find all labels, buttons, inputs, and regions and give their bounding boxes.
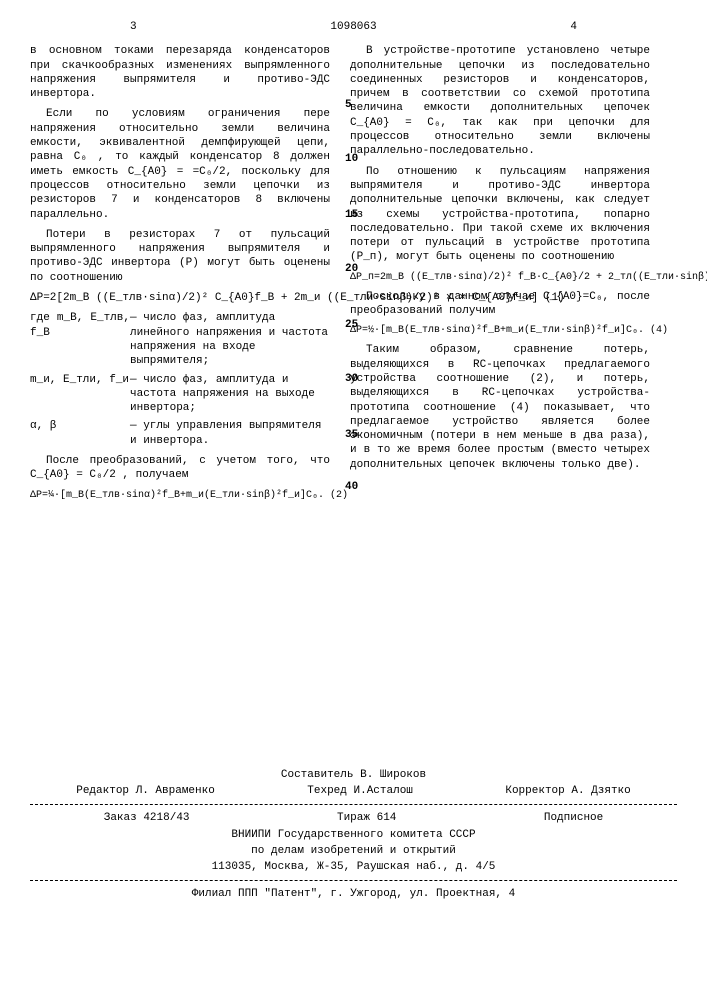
line-marker: 40 (345, 480, 358, 494)
footer-subscribe: Подписное (544, 811, 603, 825)
document-number: 1098063 (330, 20, 376, 34)
def-text: — углы управления выпрямителя и инвертор… (130, 419, 330, 448)
left-column: в основном токами перезаряда конденсатор… (30, 44, 330, 507)
paragraph: В устройстве-прототипе установлено четыр… (350, 44, 650, 158)
formula-3: ΔP_п=2m_В ((E_тлв·sinα)/2)² f_В·C_{A0}/2… (350, 271, 650, 284)
line-marker: 5 (345, 98, 352, 112)
paragraph: После преобразований, с учетом того, что… (30, 454, 330, 483)
paragraph: Поскольку в данном случае C_{A0}=C₀, пос… (350, 290, 650, 319)
paragraph: Таким образом, сравнение потерь, выделяю… (350, 343, 650, 472)
line-marker: 25 (345, 318, 358, 332)
line-marker: 30 (345, 372, 358, 386)
footer-addr: 113035, Москва, Ж-35, Раушская наб., д. … (30, 860, 677, 874)
paragraph: Если по условиям ограничения пере напряж… (30, 107, 330, 221)
footer-compiler: Составитель В. Широков (30, 768, 677, 782)
formula-1: ΔP=2[2m_В ((E_тлв·sinα)/2)² C_{A0}f_В + … (30, 291, 330, 305)
footer-org: по делам изобретений и открытий (30, 844, 677, 858)
paragraph: в основном токами перезаряда конденсатор… (30, 44, 330, 101)
formula-4: ΔP=½·[m_В(E_тлв·sinα)²f_В+m_и(E_тли·sinβ… (350, 324, 650, 337)
right-column: В устройстве-прототипе установлено четыр… (350, 44, 650, 507)
line-marker: 15 (345, 208, 358, 222)
def-text: — число фаз, амплитуда и частота напряже… (130, 373, 330, 416)
footer-tehred: Техред И.Асталош (307, 784, 413, 798)
col-left-number: 3 (130, 20, 137, 34)
def-symbol: α, β (30, 419, 130, 448)
footer-org: ВНИИПИ Государственного комитета СССР (30, 828, 677, 842)
definitions: где m_В, E_тлв, f_В — число фаз, амплиту… (30, 311, 330, 448)
paragraph: По отношению к пульсациям напряжения вып… (350, 165, 650, 265)
footer: Составитель В. Широков Редактор Л. Аврам… (30, 768, 677, 902)
footer-branch: Филиал ППП "Патент", г. Ужгород, ул. Про… (30, 887, 677, 901)
line-marker: 10 (345, 152, 358, 166)
col-right-number: 4 (570, 20, 577, 34)
footer-editor: Редактор Л. Авраменко (76, 784, 215, 798)
paragraph: Потери в резисторах 7 от пульсаций выпря… (30, 228, 330, 285)
def-symbol: где m_В, E_тлв, f_В (30, 311, 130, 368)
line-marker: 35 (345, 428, 358, 442)
def-symbol: m_и, E_тли, f_и (30, 373, 130, 416)
def-text: — число фаз, амплитуда линейного напряже… (130, 311, 330, 368)
footer-order: Заказ 4218/43 (104, 811, 190, 825)
line-marker: 20 (345, 262, 358, 276)
formula-2: ΔP=¼·[m_В(E_тлв·sinα)²f_В+m_и(E_тли·sinβ… (30, 489, 330, 502)
footer-tirage: Тираж 614 (337, 811, 396, 825)
footer-corrector: Корректор А. Дзятко (505, 784, 630, 798)
